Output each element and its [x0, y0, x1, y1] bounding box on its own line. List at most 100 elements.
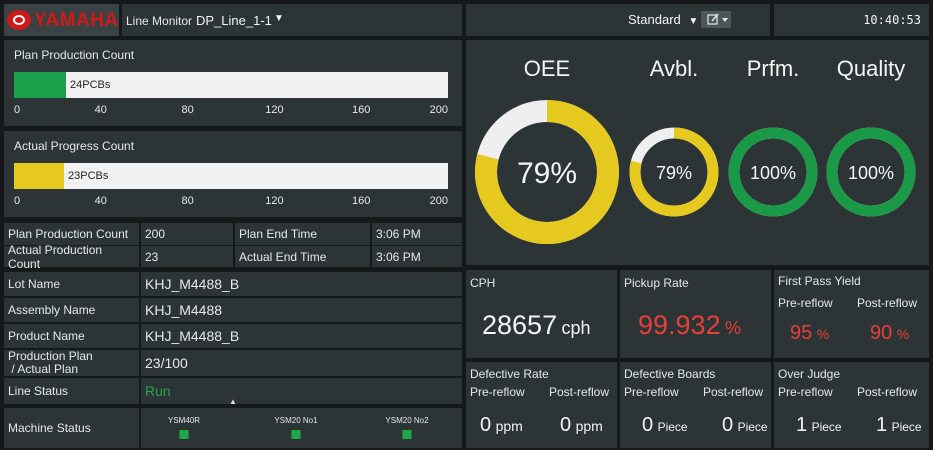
- prfm-gauge-fill: [728, 127, 818, 217]
- over-judge-post-unit: Piece: [891, 420, 922, 434]
- fpy-pre-value: 95: [790, 322, 813, 344]
- plan-progress-fill: [14, 72, 67, 98]
- over-judge-panel: Over Judge Pre-reflow Post-reflow 1 Piec…: [774, 362, 929, 448]
- chevron-down-icon: ▼: [688, 16, 699, 27]
- actual-progress-title: Actual Progress Count: [14, 139, 135, 153]
- quality-gauge: 100%: [826, 127, 916, 217]
- oee-gauge-fill: [475, 100, 619, 244]
- defective-rate-post-label: Post-reflow: [549, 385, 610, 399]
- view-mode-label: Standard: [628, 12, 681, 27]
- oee-gauge-value: 79%: [517, 157, 577, 190]
- cph-unit: cph: [561, 318, 591, 338]
- fpy-pre-unit: %: [816, 326, 830, 342]
- machine-name-ysm40r: YSM40R: [167, 416, 201, 425]
- actual-tick-120: 120: [265, 195, 284, 207]
- plan-tick-120: 120: [265, 104, 284, 116]
- defective-rate-label: Defective Rate: [470, 367, 549, 381]
- plan-tick-0: 0: [14, 104, 21, 116]
- machine-status-panel: YSM40R YSM20 No1 YSM20 No2: [141, 408, 462, 448]
- avbl-gauge: 79%: [629, 127, 719, 217]
- pickup-rate-value-group: 99.932 %: [638, 310, 741, 341]
- line-name: DP_Line_1-1: [196, 13, 272, 28]
- view-mode-dropdown[interactable]: Standard ▼: [628, 12, 698, 27]
- lot-name-value: KHJ_M4488_B: [141, 272, 462, 296]
- line-status-text: Run: [145, 383, 171, 399]
- pickup-rate-value: 99.932: [638, 310, 721, 340]
- cursor-icon: ▲: [229, 397, 237, 406]
- over-judge-post-value: 1: [876, 414, 888, 436]
- plan-tick-200: 200: [429, 104, 448, 116]
- yamaha-emblem-icon: [7, 10, 31, 30]
- avbl-gauge-value: 79%: [656, 163, 692, 183]
- view-toolbar: Standard ▼: [466, 4, 770, 36]
- prfm-label: Prfm.: [746, 56, 800, 81]
- actual-tick-160: 160: [352, 195, 371, 207]
- machine-name-ysm20-no2: YSM20 No2: [385, 416, 429, 425]
- pickup-rate-panel: Pickup Rate 99.932 %: [620, 270, 771, 358]
- plan-end-label: Plan End Time: [235, 223, 370, 245]
- over-judge-post-group: 1 Piece: [876, 414, 922, 437]
- defective-boards-pre-unit: Piece: [657, 420, 688, 434]
- fpy-pre-group: 95 %: [790, 322, 829, 345]
- quality-gauge-value: 100%: [848, 163, 894, 183]
- actual-tick-40: 40: [94, 195, 107, 207]
- defective-boards-post-label: Post-reflow: [703, 385, 764, 399]
- line-status-label: Line Status: [4, 378, 139, 404]
- defective-rate-panel: Defective Rate Pre-reflow Post-reflow 0 …: [466, 362, 617, 448]
- machine-status-indicator-ysm20-no1[interactable]: [291, 430, 301, 439]
- over-judge-pre-label: Pre-reflow: [778, 385, 833, 399]
- prfm-gauge-value: 100%: [750, 163, 796, 183]
- defective-rate-post-value: 0: [560, 414, 572, 436]
- edit-button[interactable]: [701, 11, 731, 28]
- plan-progress-bar: 24PCBs: [14, 72, 448, 98]
- fpy-post-value: 90: [870, 322, 893, 344]
- defective-boards-pre-group: 0 Piece: [642, 414, 688, 437]
- production-plan-label-line2: / Actual Plan: [8, 362, 79, 376]
- defective-rate-post-group: 0 ppm: [560, 414, 603, 437]
- fpy-post-label: Post-reflow: [857, 296, 918, 310]
- plan-count-value: 200: [141, 223, 233, 245]
- defective-rate-pre-value: 0: [480, 414, 492, 436]
- actual-progress-panel: Actual Progress Count 23PCBs 0 40 80 120 160…: [4, 131, 462, 217]
- production-plan-label: Production Plan / Actual Plan: [4, 350, 139, 376]
- machine-status-indicator-ysm40r[interactable]: [179, 430, 189, 439]
- clock: 10:40:53: [863, 13, 921, 27]
- defective-rate-pre-group: 0 ppm: [480, 414, 523, 437]
- avbl-label: Avbl.: [649, 56, 699, 81]
- defective-boards-panel: Defective Boards Pre-reflow Post-reflow …: [620, 362, 771, 448]
- lot-name-label: Lot Name: [4, 272, 139, 296]
- actual-count-label: Actual Production Count: [4, 243, 139, 271]
- yamaha-logo: YAMAHA: [4, 4, 119, 36]
- line-status-value: Run ▲: [141, 378, 462, 406]
- actual-end-label: Actual End Time: [235, 246, 370, 267]
- chevron-down-icon: ▼: [274, 13, 284, 24]
- plan-tick-160: 160: [352, 104, 371, 116]
- fpy-pre-label: Pre-reflow: [778, 296, 833, 310]
- defective-boards-pre-label: Pre-reflow: [624, 385, 679, 399]
- quality-gauge-fill: [826, 127, 916, 217]
- fpy-post-unit: %: [896, 326, 910, 342]
- pickup-rate-label: Pickup Rate: [624, 276, 689, 290]
- line-selector[interactable]: Line Monitor DP_Line_1-1 ▼: [122, 4, 462, 36]
- fpy-post-group: 90 %: [870, 322, 909, 345]
- machine-status-indicator-ysm20-no2[interactable]: [402, 430, 412, 439]
- plan-count-label: Plan Production Count: [4, 223, 139, 245]
- over-judge-pre-group: 1 Piece: [796, 414, 842, 437]
- assembly-name-value: KHJ_M4488: [141, 298, 462, 322]
- production-plan-label-line1: Production Plan: [8, 349, 93, 363]
- pickup-rate-unit: %: [725, 318, 742, 338]
- defective-boards-post-value: 0: [722, 414, 734, 436]
- actual-end-value: 3:06 PM: [372, 246, 462, 267]
- production-plan-value: 23/100: [141, 350, 462, 376]
- gauge-donuts: 79% 79% 100% 100%: [475, 100, 916, 244]
- over-judge-label: Over Judge: [778, 367, 841, 381]
- edit-icon: [707, 13, 728, 25]
- fpy-label: First Pass Yield: [778, 274, 861, 288]
- oee-label: OEE: [523, 56, 571, 81]
- product-name-label: Product Name: [4, 324, 139, 348]
- logo-text: YAMAHA: [34, 10, 119, 31]
- actual-tick-80: 80: [181, 195, 194, 207]
- prfm-gauge: 100%: [728, 127, 818, 217]
- avbl-gauge-fill: [629, 127, 719, 217]
- line-monitor-label: Line Monitor: [126, 14, 193, 28]
